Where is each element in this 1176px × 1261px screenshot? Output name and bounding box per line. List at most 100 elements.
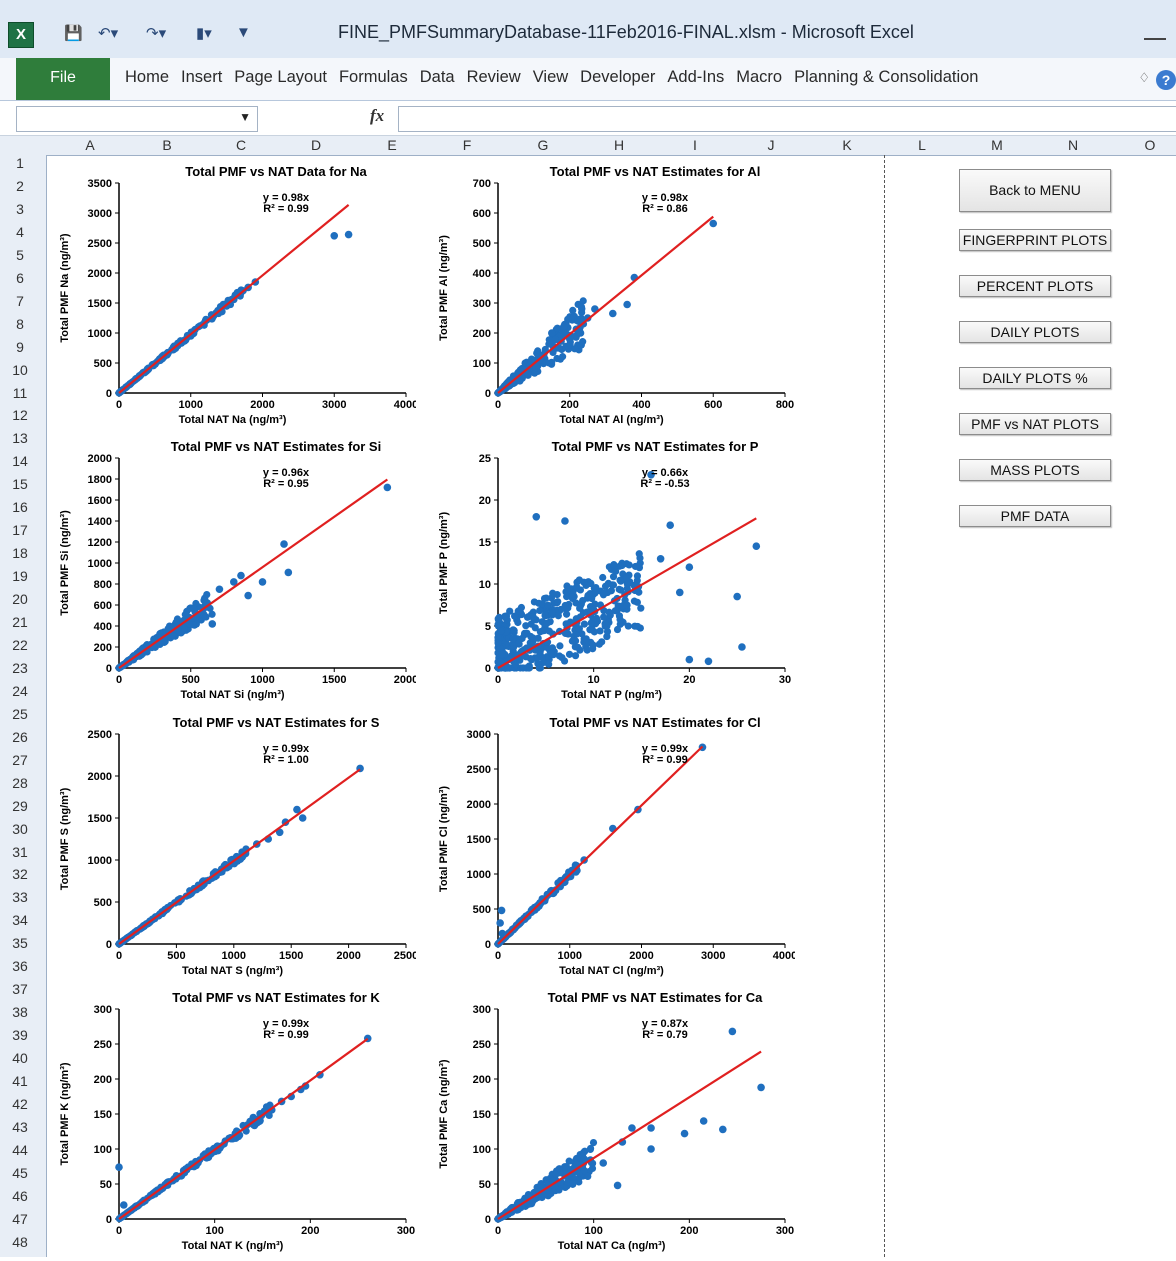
row-header-3[interactable]: 3 (16, 200, 24, 217)
row-header-29[interactable]: 29 (12, 797, 28, 814)
row-header-41[interactable]: 41 (12, 1073, 28, 1089)
row-header-1[interactable]: 1 (16, 155, 24, 171)
daily-plots-button[interactable]: DAILY PLOTS (959, 321, 1111, 343)
column-header-n[interactable]: N (1067, 137, 1079, 153)
row-header-46[interactable]: 46 (12, 1187, 28, 1204)
pmf-data-button[interactable]: PMF DATA (959, 505, 1111, 527)
excel-app-icon[interactable]: X (8, 22, 34, 48)
tab-macro[interactable]: Macro (736, 68, 783, 86)
row-header-48[interactable]: 48 (12, 1233, 28, 1250)
minimize-icon[interactable] (1144, 26, 1166, 40)
row-header-32[interactable]: 32 (12, 866, 28, 883)
row-header-16[interactable]: 16 (12, 499, 28, 516)
row-header-47[interactable]: 47 (12, 1210, 28, 1227)
tab-formulas[interactable]: Formulas (338, 68, 408, 86)
chart-cl[interactable]: Total PMF vs NAT Estimates for Cl 0 500 100… (425, 714, 795, 986)
row-header-21[interactable]: 21 (12, 614, 28, 630)
fingerprint-plots-button[interactable]: FINGERPRINT PLOTS (959, 229, 1111, 251)
chart-al[interactable]: Total PMF vs NAT Estimates for Al 0 100 200… (425, 163, 795, 435)
tab-planning-consolidation[interactable]: Planning & Consolidation (794, 68, 979, 86)
row-header-42[interactable]: 42 (12, 1095, 28, 1112)
tab-home[interactable]: Home (125, 68, 170, 86)
row-header-10[interactable]: 10 (12, 361, 28, 378)
undo-icon[interactable]: ↶▾ (98, 25, 119, 42)
column-header-d[interactable]: D (310, 137, 322, 153)
row-header-39[interactable]: 39 (12, 1027, 28, 1044)
row-header-24[interactable]: 24 (12, 682, 28, 699)
row-header-38[interactable]: 38 (12, 1004, 28, 1021)
row-header-31[interactable]: 31 (12, 843, 28, 860)
row-header-19[interactable]: 19 (12, 568, 28, 585)
percent-plots-button[interactable]: PERCENT PLOTS (959, 275, 1111, 297)
redo-icon[interactable]: ↷▾ (146, 25, 167, 42)
row-header-40[interactable]: 40 (12, 1050, 28, 1067)
mass-plots-button[interactable]: MASS PLOTS (959, 459, 1111, 481)
row-header-26[interactable]: 26 (12, 728, 28, 745)
row-header-8[interactable]: 8 (16, 315, 24, 332)
row-header-7[interactable]: 7 (16, 292, 24, 309)
tab-data[interactable]: Data (419, 68, 455, 86)
row-header-23[interactable]: 23 (12, 659, 28, 676)
help-icon[interactable]: ? (1156, 70, 1176, 90)
chart-ca[interactable]: Total PMF vs NAT Estimates for Ca 0 50 100 1… (425, 989, 795, 1261)
row-header-20[interactable]: 20 (12, 591, 28, 608)
column-header-m[interactable]: M (991, 137, 1003, 153)
column-header-b[interactable]: B (162, 137, 172, 153)
pmf-vs-nat-plots-button[interactable]: PMF vs NAT PLOTS (959, 413, 1111, 435)
column-header-e[interactable]: E (387, 137, 397, 153)
row-header-17[interactable]: 17 (12, 522, 28, 539)
row-header-9[interactable]: 9 (16, 338, 24, 355)
row-header-27[interactable]: 27 (12, 751, 28, 768)
row-header-37[interactable]: 37 (12, 981, 28, 998)
formula-input[interactable] (398, 106, 1176, 132)
column-header-o[interactable]: O (1144, 137, 1156, 153)
daily-plots-percent-button[interactable]: DAILY PLOTS % (959, 367, 1111, 389)
row-header-36[interactable]: 36 (12, 958, 28, 975)
row-header-5[interactable]: 5 (16, 246, 24, 263)
column-header-j[interactable]: J (767, 137, 775, 153)
chevron-down-icon[interactable]: ▼ (239, 110, 251, 124)
row-header-4[interactable]: 4 (16, 223, 24, 240)
row-header-30[interactable]: 30 (12, 820, 28, 837)
row-header-12[interactable]: 12 (12, 407, 28, 424)
tab-view[interactable]: View (532, 68, 569, 86)
chart-k[interactable]: Total PMF vs NAT Estimates for K 0 50 100 15… (46, 989, 416, 1261)
row-header-33[interactable]: 33 (12, 889, 28, 906)
column-header-i[interactable]: I (693, 137, 697, 153)
tab-page-layout[interactable]: Page Layout (234, 68, 327, 86)
chart-si[interactable]: Total PMF vs NAT Estimates for Si 0 200 400… (46, 438, 416, 710)
column-header-f[interactable]: F (462, 137, 472, 153)
chart-p[interactable]: Total PMF vs NAT Estimates for P 0 5 10 15 20… (425, 438, 795, 710)
chart-s[interactable]: Total PMF vs NAT Estimates for S 0 500 1000… (46, 714, 416, 986)
row-header-13[interactable]: 13 (12, 430, 28, 447)
row-header-14[interactable]: 14 (12, 453, 28, 470)
row-header-18[interactable]: 18 (12, 545, 28, 562)
column-header-k[interactable]: K (842, 137, 852, 153)
row-header-6[interactable]: 6 (16, 269, 24, 286)
row-header-15[interactable]: 15 (12, 476, 28, 493)
tab-add-ins[interactable]: Add-Ins (667, 68, 725, 86)
insert-function-icon[interactable]: fx (370, 106, 385, 125)
column-header-g[interactable]: G (537, 137, 549, 153)
tab-developer[interactable]: Developer (580, 68, 656, 86)
row-header-35[interactable]: 35 (12, 935, 28, 952)
tab-insert[interactable]: Insert (181, 68, 223, 86)
tab-review[interactable]: Review (466, 68, 521, 86)
row-header-2[interactable]: 2 (16, 177, 24, 194)
column-header-l[interactable]: L (918, 137, 926, 153)
name-box[interactable]: ▼ (16, 106, 258, 132)
row-header-11[interactable]: 11 (12, 384, 28, 401)
chart-na[interactable]: Total PMF vs NAT Data for Na 0 500 1000 1500… (46, 163, 416, 435)
row-header-25[interactable]: 25 (12, 705, 28, 722)
column-header-a[interactable]: A (85, 137, 95, 153)
row-header-34[interactable]: 34 (12, 912, 28, 929)
save-icon[interactable]: 💾 (64, 25, 83, 42)
row-header-22[interactable]: 22 (12, 636, 28, 653)
file-tab[interactable]: File (16, 58, 110, 100)
ribbon-collapse-icon[interactable]: ♢ (1138, 70, 1150, 85)
column-header-c[interactable]: C (235, 137, 247, 153)
row-header-28[interactable]: 28 (12, 774, 28, 791)
row-header-44[interactable]: 44 (12, 1141, 28, 1158)
column-header-h[interactable]: H (613, 137, 625, 153)
row-header-45[interactable]: 45 (12, 1164, 28, 1181)
